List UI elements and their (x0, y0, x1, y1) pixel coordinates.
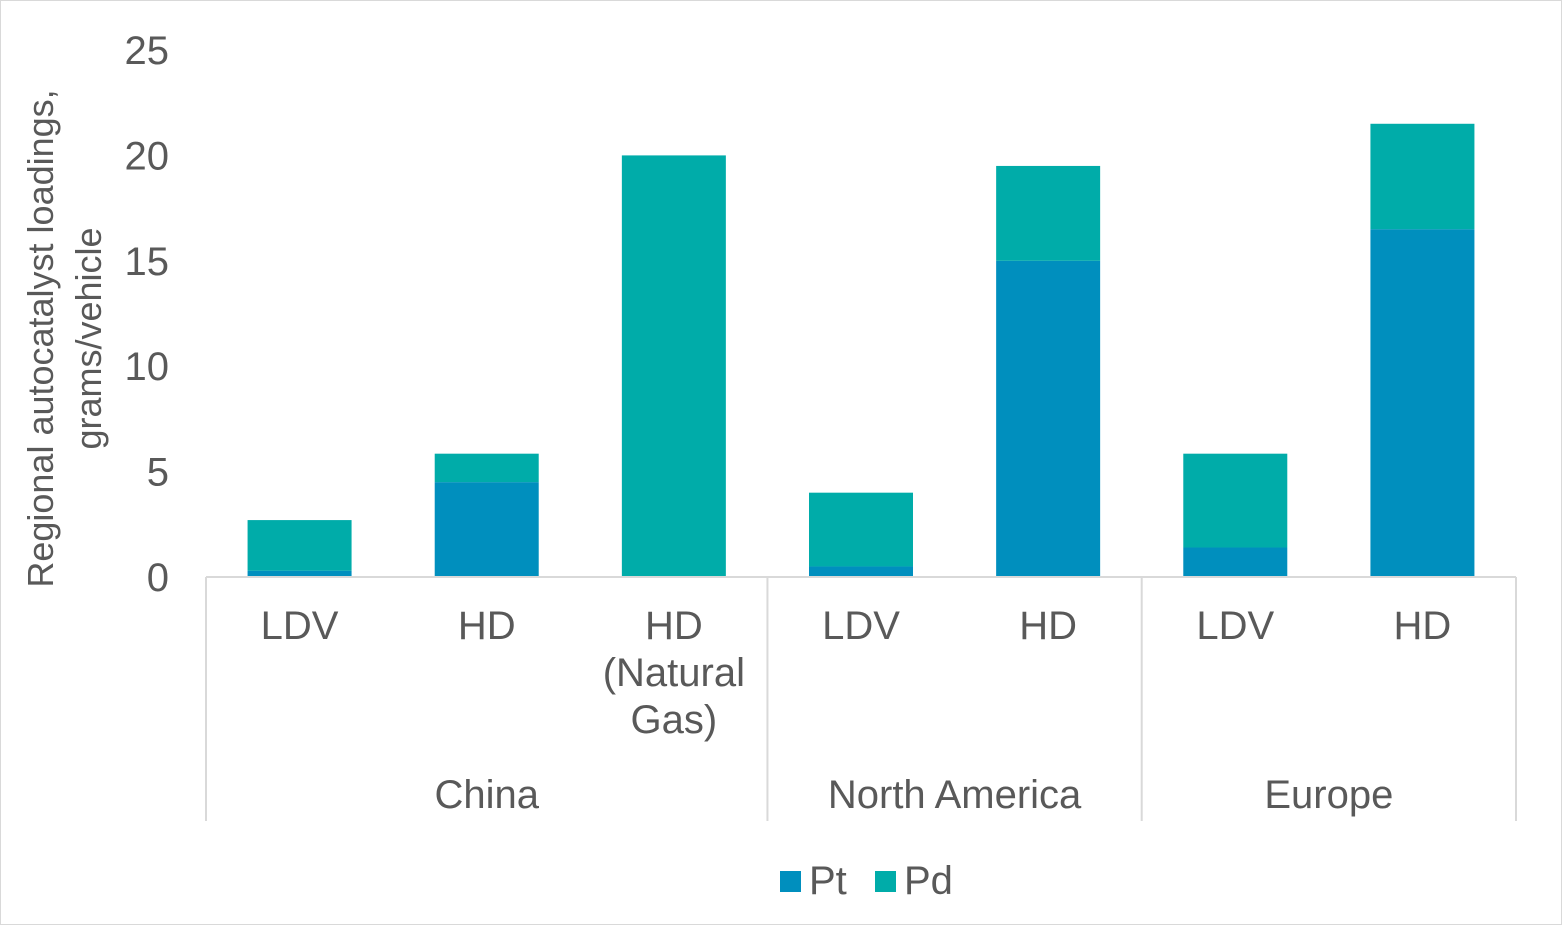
y-tick-label: 20 (125, 134, 170, 178)
y-axis-title-line: grams/vehicle (68, 227, 109, 449)
bar-segment-pd (621, 155, 726, 577)
y-axis-tick-labels: 0 5 10 15 20 25 (125, 29, 170, 600)
bar-segment-pd (809, 492, 913, 567)
x-group-label: China (434, 773, 539, 817)
x-category-label: HD (1019, 604, 1077, 648)
bar-segment-pt (809, 566, 913, 577)
x-axis-lines (205, 576, 1517, 821)
x-category-label: HD (1394, 604, 1452, 648)
x-category-label: HD (645, 604, 703, 648)
bar-segment-pd (434, 453, 539, 483)
bar-segment-pt (996, 260, 1101, 577)
y-axis-title-line: Regional autocatalyst loadings, (20, 89, 61, 587)
bar-segment-pt (1183, 547, 1288, 577)
y-tick-label: 10 (125, 345, 170, 389)
y-axis-title: Regional autocatalyst loadings, grams/veh… (20, 89, 109, 587)
x-category-label: LDV (261, 604, 339, 648)
x-category-label: HD (458, 604, 516, 648)
bar-segment-pt (434, 482, 539, 577)
bars-layer (247, 123, 1475, 577)
bar-segment-pt (247, 570, 352, 577)
legend: Pt Pd (780, 859, 953, 903)
bar-segment-pd (1183, 453, 1288, 548)
bar-segment-pd (247, 520, 352, 571)
legend-label-pt: Pt (809, 859, 847, 903)
legend-swatch-pt (780, 871, 801, 892)
x-category-label: LDV (822, 604, 900, 648)
x-group-labels: China North America Europe (434, 773, 1393, 817)
y-tick-label: 5 (147, 451, 169, 495)
x-group-label: North America (828, 773, 1082, 817)
legend-swatch-pd (875, 871, 896, 892)
y-tick-label: 15 (125, 240, 170, 284)
y-tick-label: 0 (147, 556, 169, 600)
x-category-label: LDV (1196, 604, 1274, 648)
legend-label-pd: Pd (904, 859, 953, 903)
y-tick-label: 25 (125, 29, 170, 73)
x-category-label: (Natural (603, 651, 745, 695)
x-category-label: Gas) (631, 698, 718, 742)
x-group-label: Europe (1264, 773, 1393, 817)
bar-segment-pt (1370, 229, 1475, 577)
bar-segment-pd (996, 165, 1101, 261)
bar-segment-pd (1370, 123, 1475, 230)
